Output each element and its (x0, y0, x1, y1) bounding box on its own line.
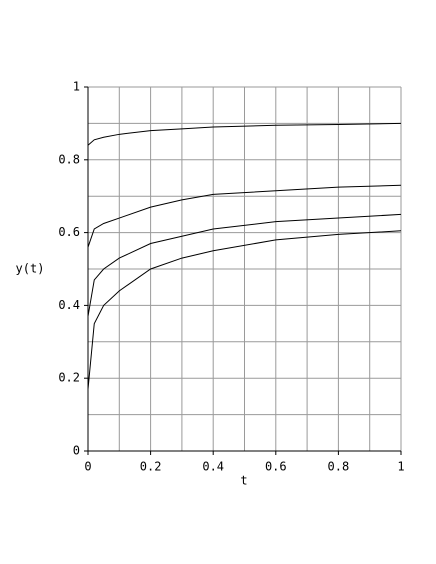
x-axis-label: t (240, 474, 247, 488)
y-tick-label: 1 (73, 80, 80, 94)
y-tick-label: 0.4 (58, 298, 80, 312)
x-tick-label: 1 (397, 460, 404, 474)
series-line (87, 122, 402, 146)
series-line (87, 184, 402, 248)
y-tick-label: 0.6 (58, 225, 80, 239)
x-tick-label: 0.2 (140, 460, 162, 474)
y-tick-label: 0.8 (58, 152, 80, 166)
x-tick-label: 0 (84, 460, 91, 474)
series-line (87, 213, 402, 317)
x-tick-label: 0.8 (328, 460, 350, 474)
x-tick-label: 0.6 (265, 460, 287, 474)
y-tick-label: 0 (73, 444, 80, 458)
y-axis-label: y(t) (16, 262, 45, 276)
series-line (87, 230, 402, 390)
y-tick-label: 0.2 (58, 371, 80, 385)
x-tick-label: 0.4 (202, 460, 224, 474)
